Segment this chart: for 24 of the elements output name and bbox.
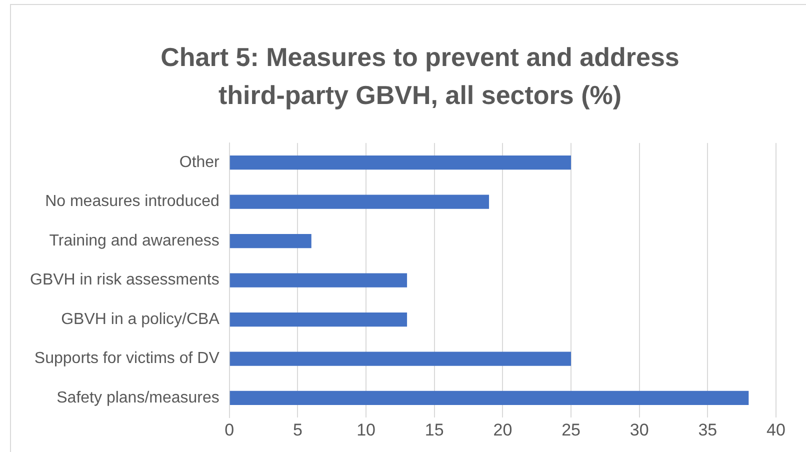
bar <box>230 273 408 288</box>
chart-title: Chart 5: Measures to prevent and address third-party GBVH, all sectors (%) <box>160 41 680 112</box>
x-tick-label: 0 <box>224 420 234 440</box>
y-tick-label: GBVH in risk assessments <box>30 272 220 289</box>
x-tick-label: 35 <box>698 420 718 440</box>
bar <box>230 156 572 170</box>
x-tick-label: 25 <box>562 420 580 440</box>
y-tick-label: GBVH in a policy/CBA <box>61 310 220 328</box>
bar <box>230 194 490 209</box>
x-tick-label: 20 <box>493 420 512 440</box>
y-tick-label: No measures introduced <box>45 193 220 210</box>
bar <box>230 352 572 366</box>
x-tick-label: 5 <box>292 420 302 440</box>
y-tick-label: Supports for victims of DV <box>34 350 220 368</box>
x-tick-label: 10 <box>356 420 376 440</box>
bar <box>230 390 749 406</box>
x-tick-label: 40 <box>766 420 786 440</box>
x-tick-label: 15 <box>424 420 444 440</box>
y-tick-label: Training and awareness <box>49 232 220 250</box>
y-tick-label: Safety plans/measures <box>56 389 220 406</box>
y-tick-label: Other <box>179 154 220 172</box>
bar <box>230 312 408 327</box>
x-tick-label: 30 <box>630 420 649 440</box>
bar <box>230 234 312 248</box>
